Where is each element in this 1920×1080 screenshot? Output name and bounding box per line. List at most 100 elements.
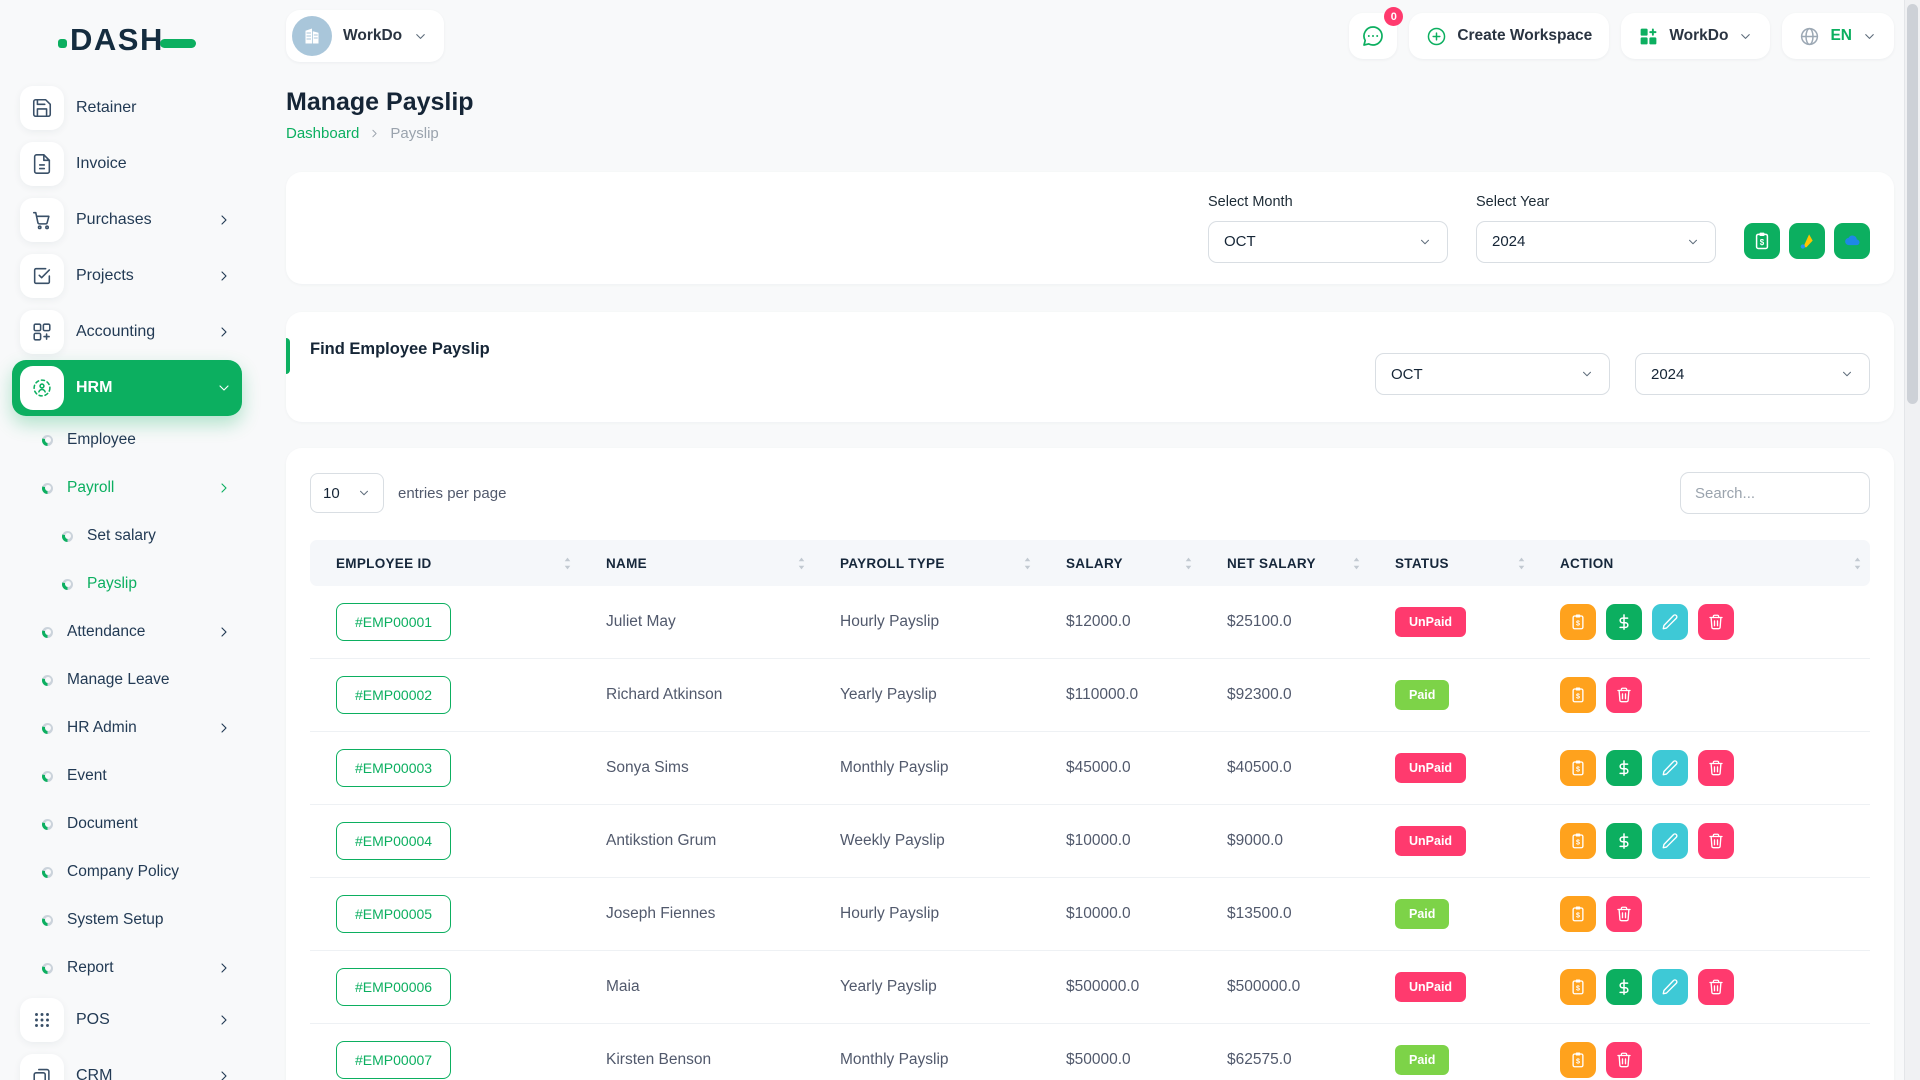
column-header-name[interactable]: NAME <box>580 540 814 586</box>
sidebar-item-employee[interactable]: Employee <box>12 416 242 464</box>
employee-id-link[interactable]: #EMP00002 <box>336 676 452 714</box>
sort-icon[interactable] <box>1853 556 1862 571</box>
payslip-button[interactable]: $ <box>1560 750 1596 786</box>
delete-button[interactable] <box>1698 750 1734 786</box>
sidebar-item-invoice[interactable]: Invoice <box>12 136 242 192</box>
sort-icon[interactable] <box>1184 556 1193 571</box>
cell-net-salary: $92300.0 <box>1227 686 1292 703</box>
select-month-field: Select Month OCT <box>1208 194 1448 263</box>
sidebar-item-set-salary[interactable]: Set salary <box>12 512 242 560</box>
chevron-right-icon <box>216 720 232 736</box>
cell-salary: $12000.0 <box>1066 613 1131 630</box>
sort-icon[interactable] <box>1352 556 1361 571</box>
column-header-payroll-type[interactable]: PAYROLL TYPE <box>814 540 1040 586</box>
find-month-select[interactable]: OCT <box>1375 353 1610 395</box>
payslip-button[interactable]: $ <box>1560 969 1596 1005</box>
delete-button[interactable] <box>1698 823 1734 859</box>
scrollbar-thumb[interactable] <box>1907 4 1918 404</box>
table-body: #EMP00001 Juliet May Hourly Payslip $12000.… <box>310 586 1870 1080</box>
make-payment-button[interactable] <box>1606 969 1642 1005</box>
sidebar-item-payroll[interactable]: Payroll <box>12 464 242 512</box>
sidebar-item-pos[interactable]: POS <box>12 992 242 1048</box>
page-scrollbar[interactable] <box>1904 0 1920 1080</box>
column-header-net-salary[interactable]: NET SALARY <box>1201 540 1369 586</box>
payslip-button[interactable]: $ <box>1560 896 1596 932</box>
edit-button[interactable] <box>1652 969 1688 1005</box>
table-row: #EMP00003 Sonya Sims Monthly Payslip $45000… <box>310 732 1870 805</box>
find-year-select[interactable]: 2024 <box>1635 353 1870 395</box>
column-header-action[interactable]: ACTION <box>1534 540 1870 586</box>
sidebar-item-payslip[interactable]: Payslip <box>12 560 242 608</box>
employee-id-link[interactable]: #EMP00001 <box>336 603 452 641</box>
month-select[interactable]: OCT <box>1208 220 1448 263</box>
make-payment-button[interactable] <box>1606 823 1642 859</box>
sidebar-item-manage-leave[interactable]: Manage Leave <box>12 656 242 704</box>
sidebar-item-report[interactable]: Report <box>12 944 242 992</box>
make-payment-button[interactable] <box>1606 604 1642 640</box>
chat-icon <box>1361 24 1385 48</box>
payslip-button[interactable]: $ <box>1560 1042 1596 1078</box>
sidebar-item-attendance[interactable]: Attendance <box>12 608 242 656</box>
workdo-menu-button[interactable]: WorkDo <box>1621 13 1771 59</box>
sidebar-item-accounting[interactable]: Accounting <box>12 304 242 360</box>
sidebar-item-company-policy[interactable]: Company Policy <box>12 848 242 896</box>
sidebar-item-purchases[interactable]: Purchases <box>12 192 242 248</box>
bulk-payslip-button[interactable]: $ <box>1744 223 1780 259</box>
triangle-pen-icon <box>1797 231 1817 251</box>
sort-icon[interactable] <box>797 556 806 571</box>
brand-logo[interactable]: DASH <box>12 0 270 80</box>
find-card-title: Find Employee Payslip <box>310 340 490 358</box>
sidebar-item-hr-admin[interactable]: HR Admin <box>12 704 242 752</box>
delete-button[interactable] <box>1698 604 1734 640</box>
employee-id-link[interactable]: #EMP00007 <box>336 1041 452 1079</box>
search-input[interactable] <box>1680 472 1870 514</box>
edit-button[interactable] <box>1652 604 1688 640</box>
payslip-button[interactable]: $ <box>1560 677 1596 713</box>
column-header-salary[interactable]: SALARY <box>1040 540 1201 586</box>
language-selector[interactable]: EN <box>1782 13 1894 59</box>
edit-button[interactable] <box>1652 823 1688 859</box>
workspace-switcher[interactable]: WorkDo <box>286 10 445 62</box>
sidebar-item-label: POS <box>76 1011 110 1028</box>
sidebar-item-label: Event <box>67 767 107 784</box>
make-payment-button[interactable] <box>1606 750 1642 786</box>
receipt-icon: $ <box>1569 978 1587 996</box>
svg-text:$: $ <box>1576 692 1580 700</box>
sort-icon[interactable] <box>563 556 572 571</box>
sidebar-item-projects[interactable]: Projects <box>12 248 242 304</box>
delete-button[interactable] <box>1698 969 1734 1005</box>
cell-net-salary: $9000.0 <box>1227 832 1284 849</box>
sidebar-item-crm[interactable]: CRM <box>12 1048 242 1080</box>
sidebar-item-event[interactable]: Event <box>12 752 242 800</box>
cloud-export-button[interactable] <box>1834 223 1870 259</box>
sort-icon[interactable] <box>1517 556 1526 571</box>
sidebar-item-hrm[interactable]: HRM <box>12 360 242 416</box>
edit-button[interactable] <box>1652 750 1688 786</box>
employee-id-link[interactable]: #EMP00004 <box>336 822 452 860</box>
employee-id-link[interactable]: #EMP00005 <box>336 895 452 933</box>
employee-id-link[interactable]: #EMP00006 <box>336 968 452 1006</box>
table-controls: 10 entries per page <box>310 472 1870 514</box>
column-header-status[interactable]: STATUS <box>1369 540 1534 586</box>
sort-icon[interactable] <box>1023 556 1032 571</box>
year-select[interactable]: 2024 <box>1476 220 1716 263</box>
delete-button[interactable] <box>1606 1042 1642 1078</box>
payslip-button[interactable]: $ <box>1560 604 1596 640</box>
cell-status: UnPaid <box>1369 805 1534 877</box>
create-workspace-button[interactable]: Create Workspace <box>1409 13 1610 59</box>
sidebar-item-retainer[interactable]: Retainer <box>12 80 242 136</box>
employee-id-link[interactable]: #EMP00003 <box>336 749 452 787</box>
payslip-button[interactable]: $ <box>1560 823 1596 859</box>
messages-button[interactable]: 0 <box>1349 7 1404 59</box>
sidebar-item-document[interactable]: Document <box>12 800 242 848</box>
drive-export-button[interactable] <box>1789 223 1825 259</box>
sidebar-item-system-setup[interactable]: System Setup <box>12 896 242 944</box>
delete-button[interactable] <box>1606 896 1642 932</box>
breadcrumb-dashboard-link[interactable]: Dashboard <box>286 125 360 142</box>
cell-action: $ <box>1534 1024 1870 1080</box>
apps-grid-icon <box>1638 26 1659 47</box>
entries-per-page-select[interactable]: 10 <box>310 473 384 513</box>
delete-button[interactable] <box>1606 677 1642 713</box>
chevron-right-icon <box>216 268 232 284</box>
column-header-employee-id[interactable]: EMPLOYEE ID <box>310 540 580 586</box>
